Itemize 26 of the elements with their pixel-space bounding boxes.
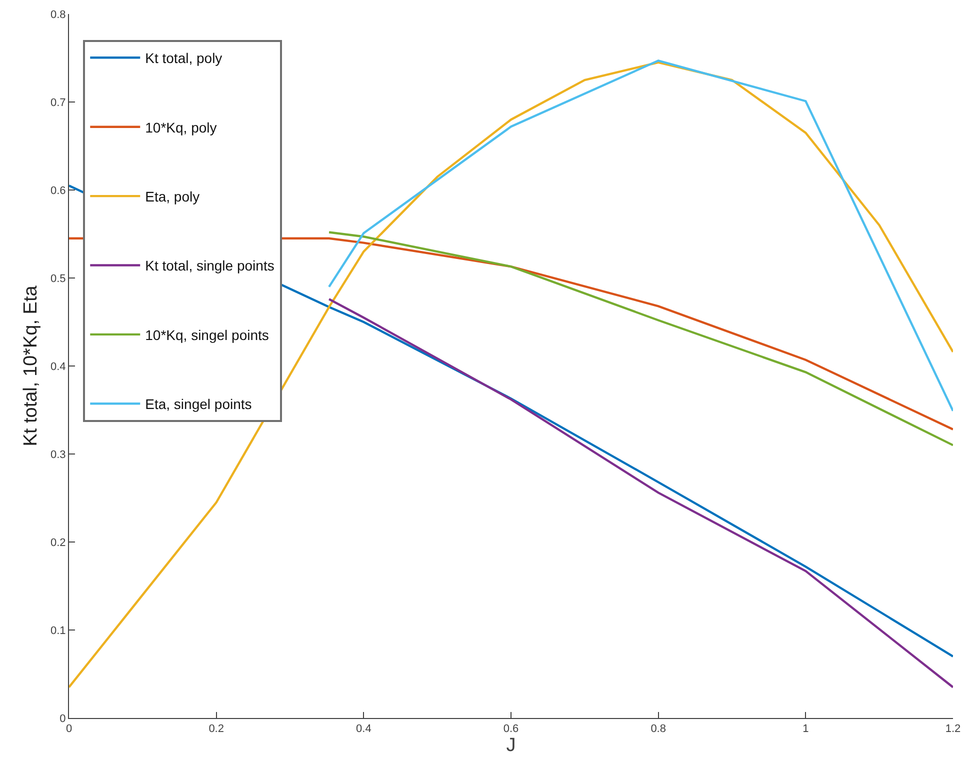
y-tick-label: 0.5 bbox=[50, 272, 66, 285]
legend-label: Kt total, poly bbox=[145, 50, 222, 66]
x-tick-label: 0.2 bbox=[208, 723, 224, 736]
legend-label: 10*Kq, singel points bbox=[145, 326, 269, 343]
y-tick-label: 0.3 bbox=[50, 448, 66, 461]
legend-label: Eta, poly bbox=[145, 188, 200, 205]
x-tick-label: 1.2 bbox=[945, 723, 961, 736]
y-tick-label: 0 bbox=[60, 712, 66, 725]
legend-label: Kt total, single points bbox=[145, 258, 274, 274]
x-tick-label: 0.6 bbox=[503, 723, 519, 736]
legend-label: Eta, singel points bbox=[145, 396, 252, 412]
y-tick-label: 0.4 bbox=[50, 360, 66, 373]
y-tick-label: 0.2 bbox=[50, 536, 66, 549]
y-tick-label: 0.6 bbox=[50, 184, 66, 197]
x-tick-label: 0.4 bbox=[356, 723, 372, 736]
line-series bbox=[328, 298, 953, 688]
legend-label: 10*Kq, poly bbox=[145, 119, 217, 136]
x-axis-title: J bbox=[506, 735, 516, 756]
line-series bbox=[328, 231, 953, 446]
line-series bbox=[328, 60, 953, 412]
y-axis-title: Kt total, 10*Kq, Eta bbox=[20, 285, 42, 446]
x-tick-label: 0.8 bbox=[650, 723, 666, 736]
x-tick-label: 1 bbox=[802, 723, 809, 736]
y-tick-label: 0.7 bbox=[50, 96, 66, 109]
y-tick-label: 0.1 bbox=[50, 624, 66, 637]
y-tick-label: 0.8 bbox=[50, 8, 66, 21]
